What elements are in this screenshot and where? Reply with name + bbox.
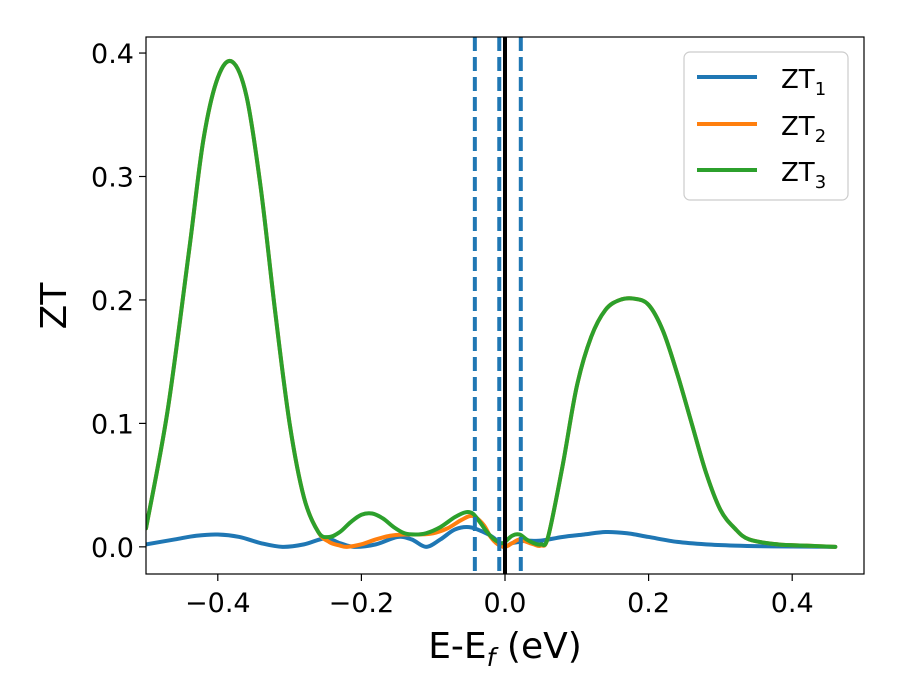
y-axis-ticks: 0.0 0.1 0.2 0.3 0.4 bbox=[91, 39, 146, 564]
legend-label-zt1: ZT1 bbox=[781, 65, 826, 100]
legend-label-zt2-main: ZT bbox=[781, 112, 815, 142]
legend-box bbox=[683, 51, 849, 201]
x-axis-label-unit: (eV) bbox=[495, 626, 581, 667]
plot-content bbox=[146, 37, 838, 574]
y-tick-label: 0.4 bbox=[91, 39, 134, 70]
legend-label-zt2: ZT2 bbox=[781, 112, 826, 147]
series-line-zt3 bbox=[146, 58, 838, 549]
x-axis-label: E-Ef (eV) bbox=[428, 626, 582, 672]
x-tick-label: 0.2 bbox=[627, 588, 670, 619]
legend-label-zt3: ZT3 bbox=[781, 158, 826, 193]
y-tick-label: 0.3 bbox=[91, 162, 134, 193]
y-tick-label: 0.1 bbox=[91, 409, 134, 440]
y-axis-label: ZT bbox=[34, 282, 75, 330]
legend-label-zt2-sub: 2 bbox=[815, 126, 826, 147]
legend-label-zt3-main: ZT bbox=[781, 158, 815, 188]
y-tick-label: 0.2 bbox=[91, 286, 134, 317]
legend-label-zt1-sub: 1 bbox=[815, 79, 826, 100]
legend-label-zt3-sub: 3 bbox=[815, 172, 826, 193]
x-axis-ticks: −0.4 −0.2 0.0 0.2 0.4 bbox=[185, 574, 814, 619]
legend: ZT1 ZT2 ZT3 bbox=[683, 51, 849, 201]
legend-label-zt1-main: ZT bbox=[781, 65, 815, 95]
series-line-zt1 bbox=[146, 524, 838, 550]
x-axis-label-main: E-E bbox=[428, 626, 486, 667]
x-tick-label: 0.4 bbox=[771, 588, 814, 619]
y-tick-label: 0.0 bbox=[91, 533, 134, 564]
x-tick-label: −0.4 bbox=[185, 588, 251, 619]
x-tick-label: −0.2 bbox=[329, 588, 395, 619]
x-tick-label: 0.0 bbox=[484, 588, 527, 619]
